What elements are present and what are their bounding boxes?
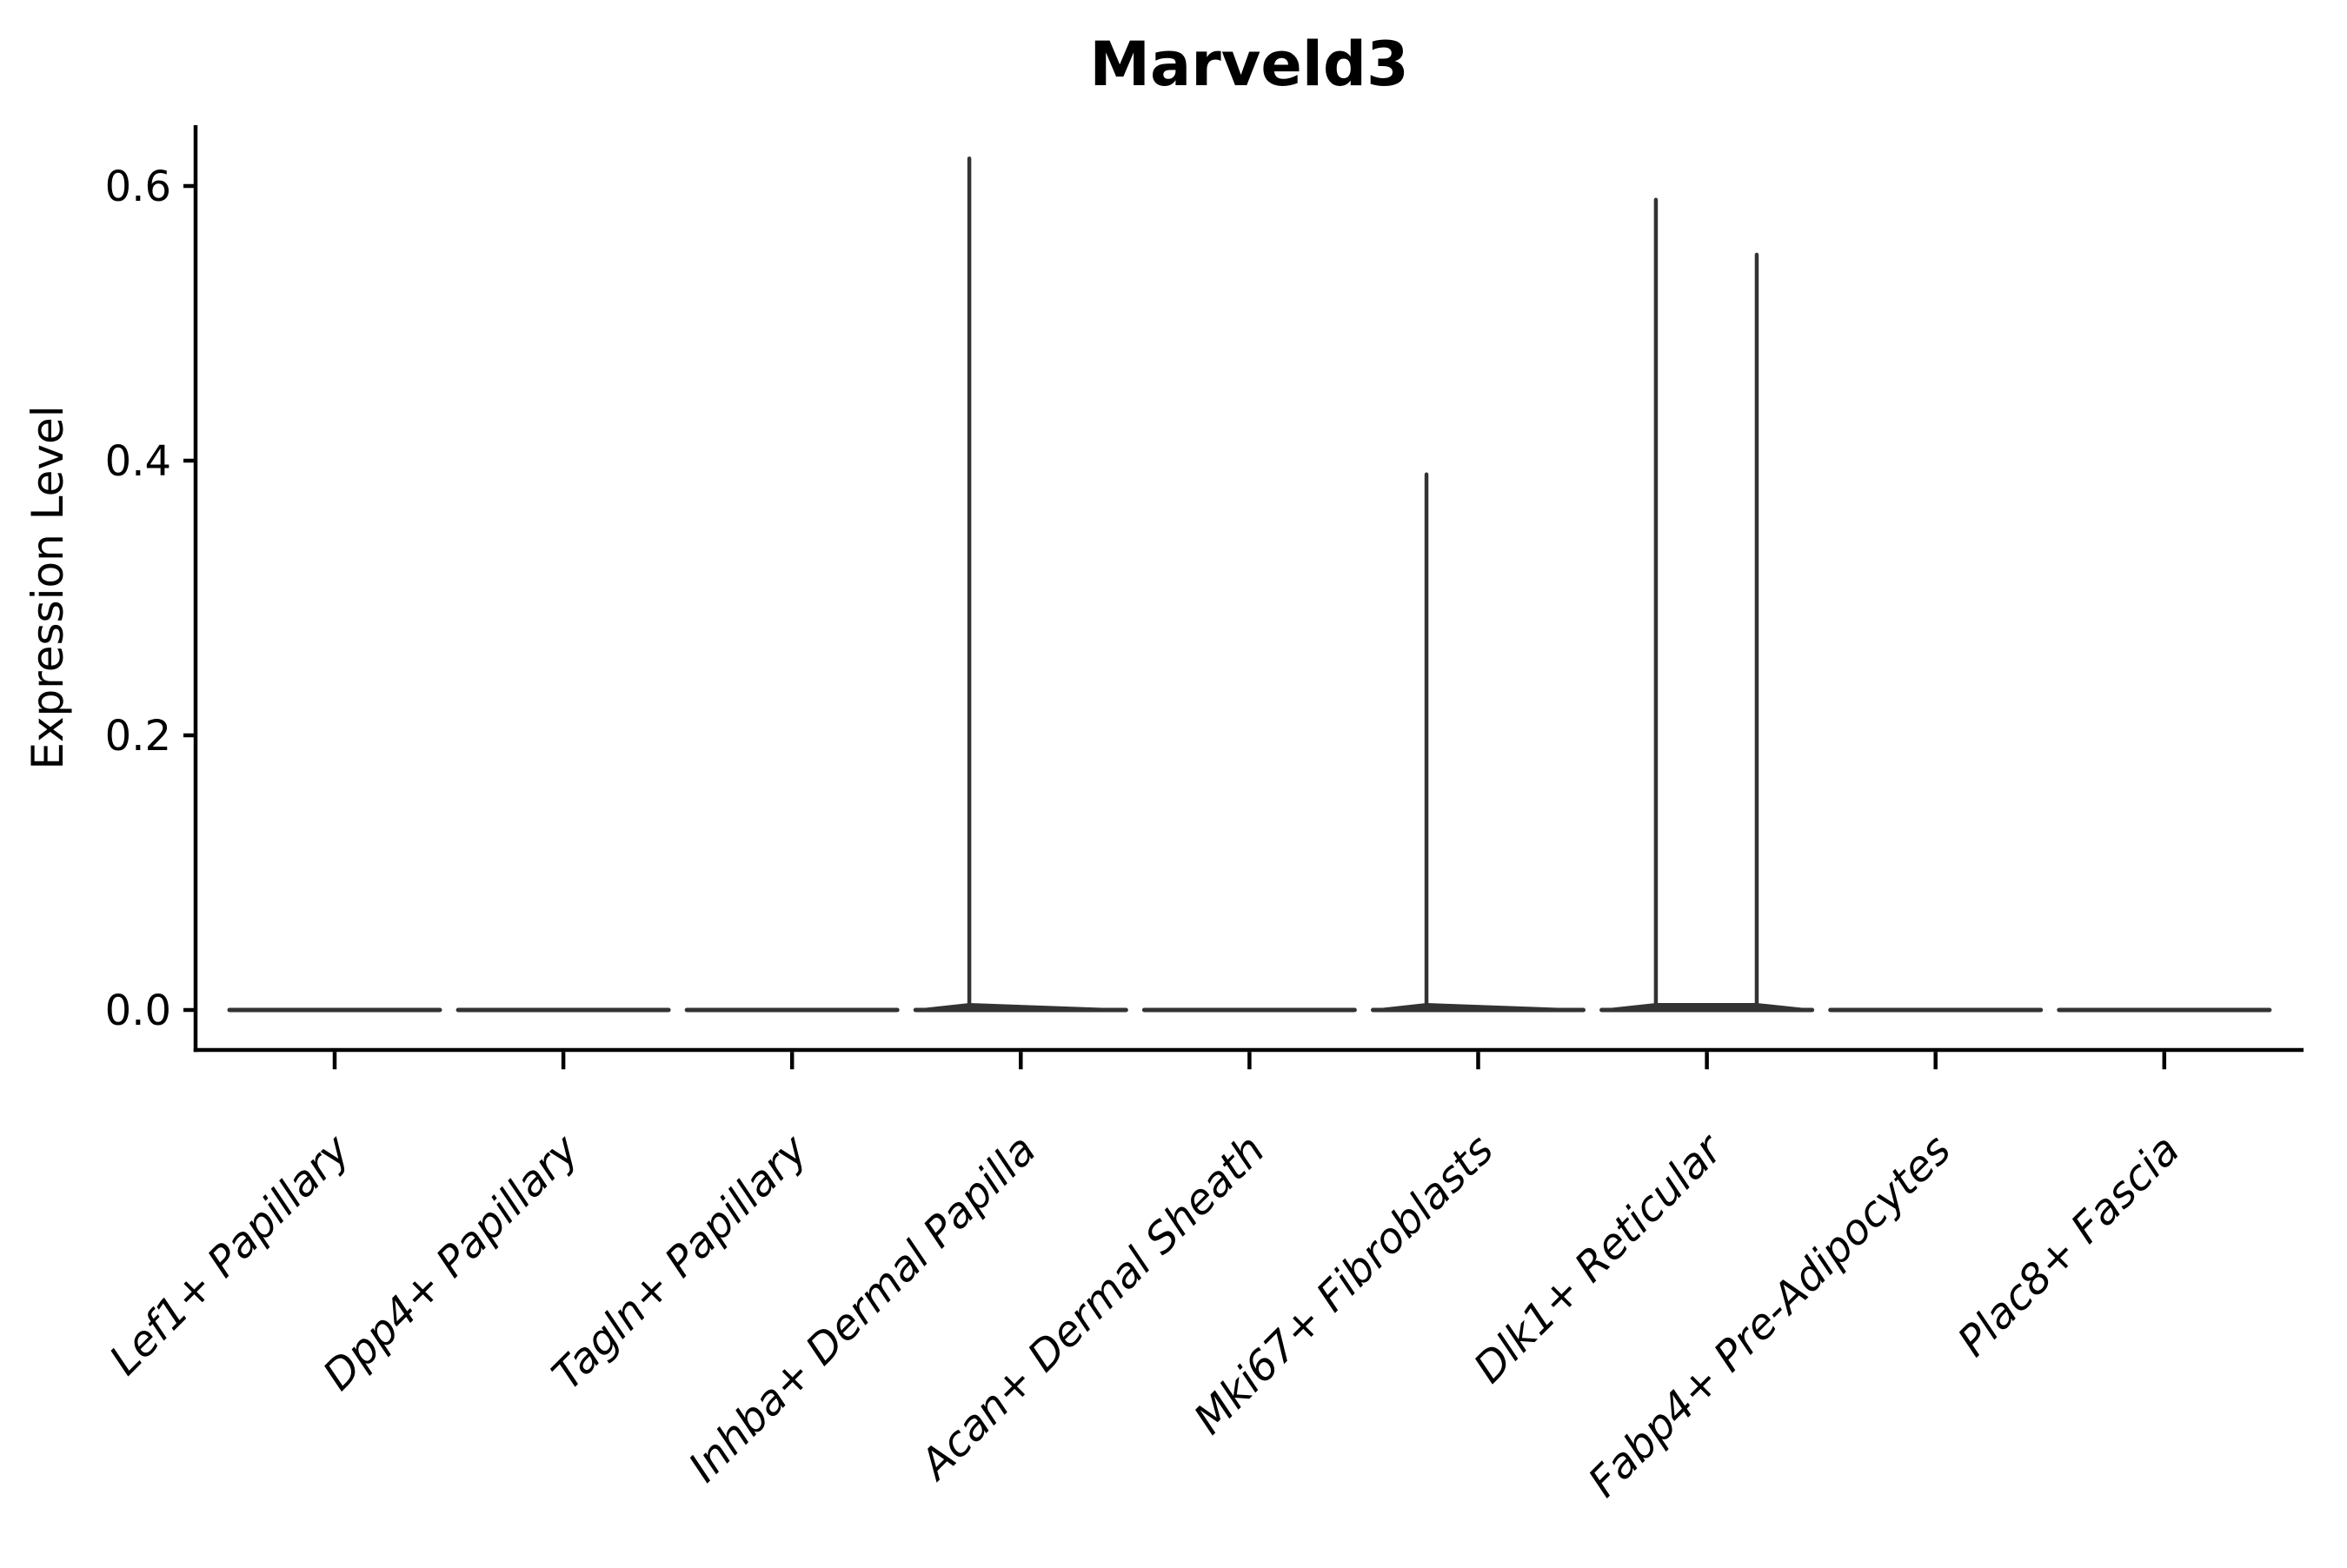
x-tick-label: Fabp4+ Pre-Adipocytes	[1579, 1126, 1961, 1507]
axes-spines	[193, 125, 2304, 1053]
x-tick-label: Dpp4+ Papillary	[314, 1125, 588, 1399]
y-tick-label: 0.0	[105, 987, 171, 1035]
x-tick-label: Lef1+ Papillary	[100, 1125, 360, 1385]
x-tick-label: Tagln+ Papillary	[542, 1125, 817, 1399]
chart-title: Marveld3	[1089, 29, 1408, 100]
y-axis-ticks: 0.0 0.2 0.4 0.6	[105, 163, 196, 1035]
y-tick-label: 0.4	[105, 437, 171, 486]
y-axis-label: Expression Level	[23, 405, 73, 769]
y-tick-label: 0.2	[105, 712, 171, 761]
y-tick-label: 0.6	[105, 163, 171, 211]
violins-group	[227, 156, 2272, 1013]
x-tick-label: Plac8+ Fascia	[1949, 1126, 2190, 1366]
x-tick-label: Dlk1+ Reticular	[1465, 1124, 1734, 1393]
